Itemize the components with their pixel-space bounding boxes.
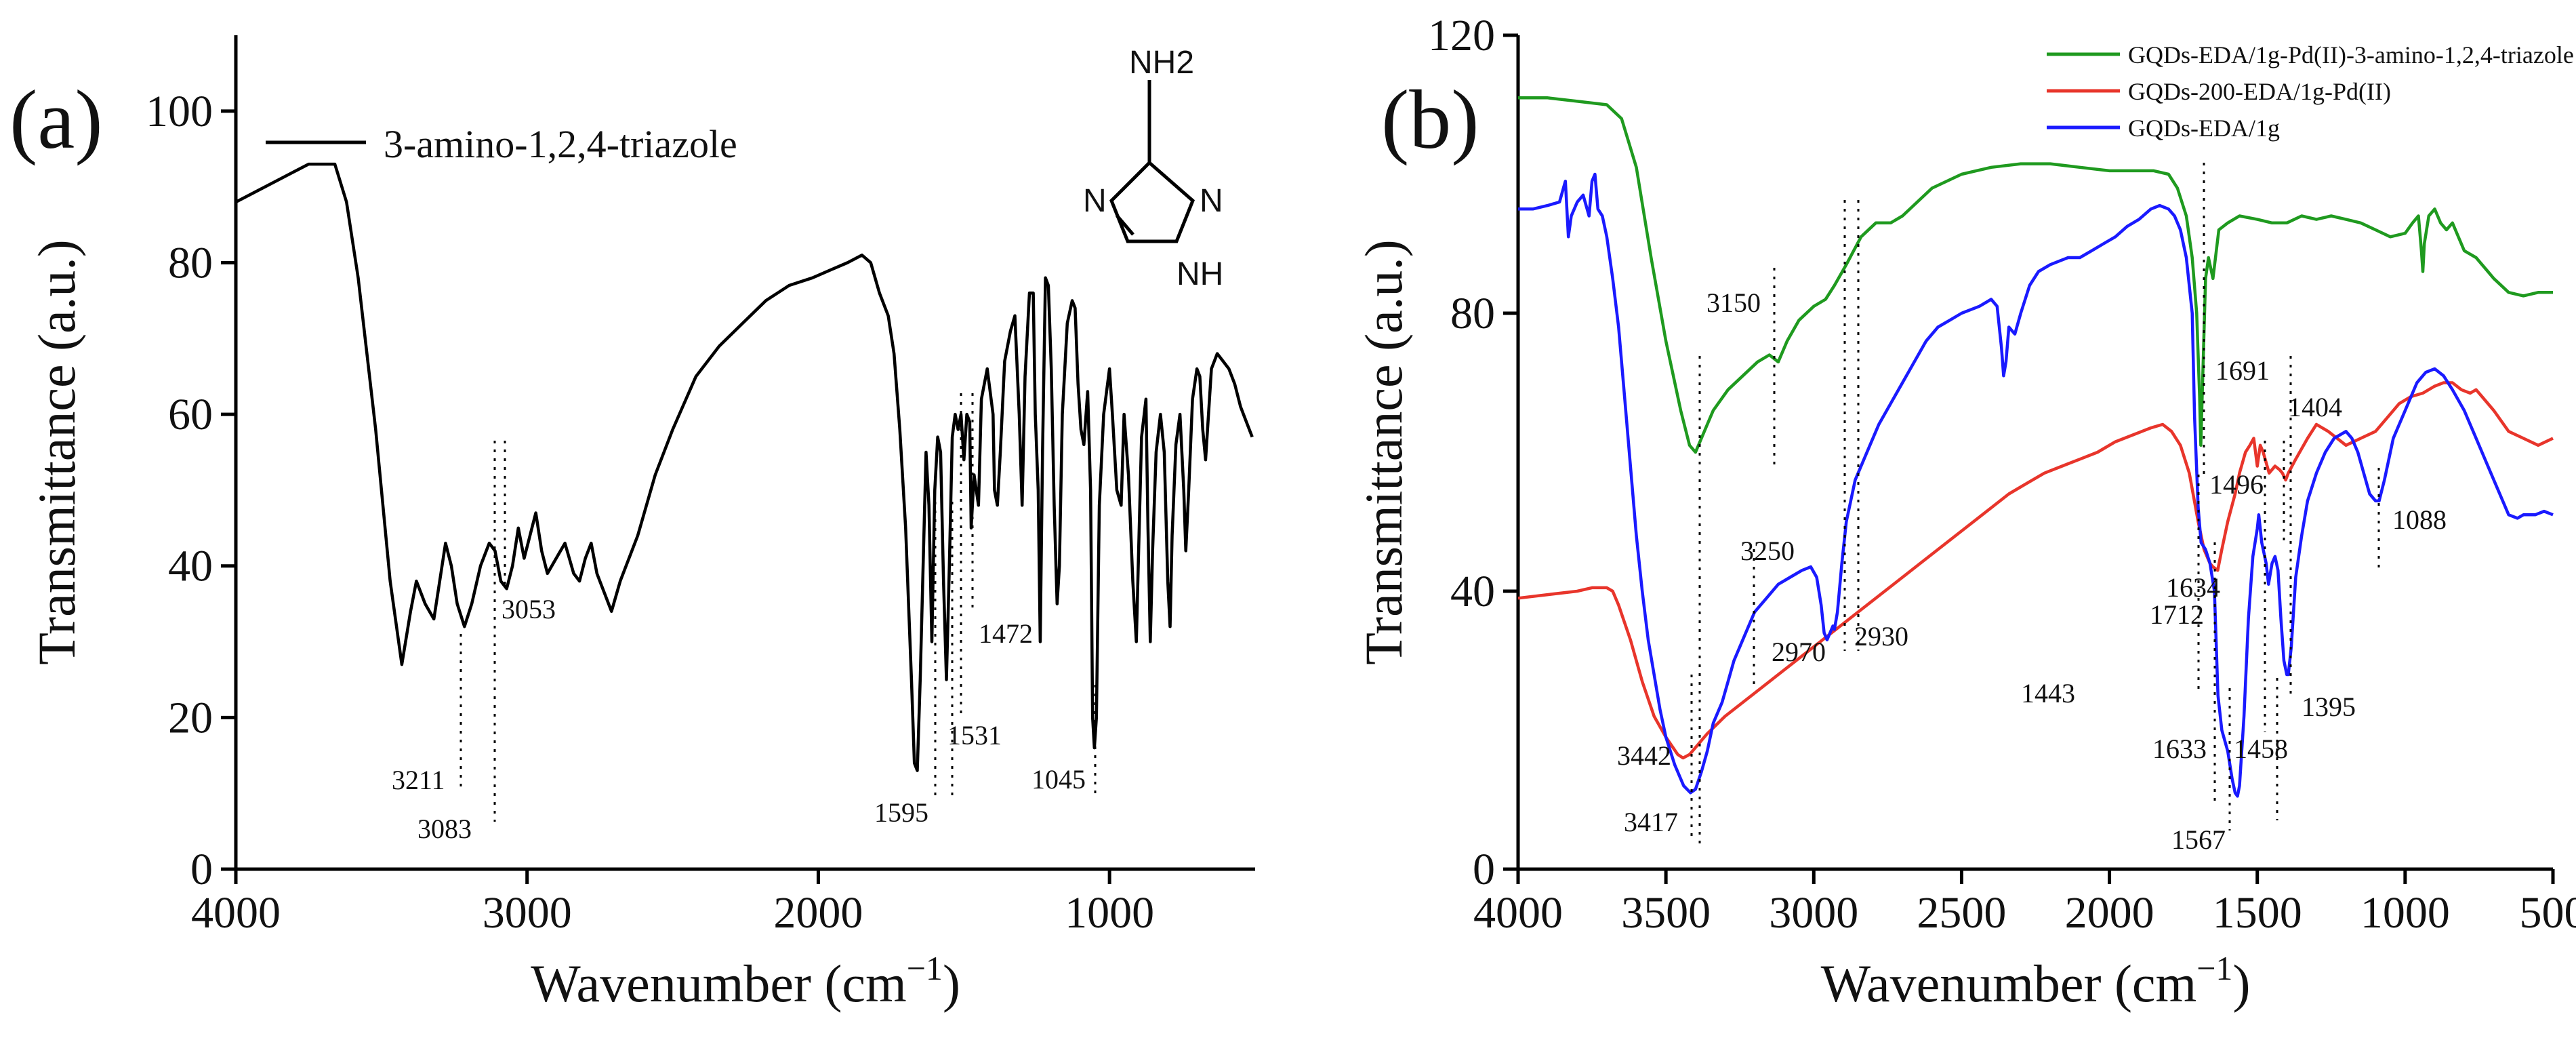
y-tick-label: 0	[190, 845, 213, 894]
legend-label: GQDs-200-EDA/1g-Pd(II)	[2128, 78, 2391, 105]
legend-label: GQDs-EDA/1g	[2128, 115, 2280, 142]
peak-label: 1691	[2215, 355, 2270, 386]
peak-label: 1443	[2021, 678, 2075, 708]
series-line-0	[1518, 96, 2553, 454]
peak-label: 1633	[2152, 734, 2207, 764]
peak-label: 3442	[1617, 740, 1671, 771]
x-tick-label: 1000	[2360, 888, 2450, 938]
peak-label: 3250	[1740, 536, 1795, 566]
peak-label: 1045	[1031, 764, 1086, 795]
y-axis-title: Transmittance (a.u.)	[1354, 239, 1413, 664]
x-axis-title-main: Wavenumber (cm	[531, 954, 907, 1013]
y-tick-label: 40	[168, 542, 213, 591]
double-bond	[1116, 214, 1134, 236]
x-axis-title-close: )	[2232, 954, 2250, 1013]
panel-b: 4000 3500 3000 2500 2000 1500 1000 500 0 40 80 120 W…	[1354, 11, 2576, 1013]
structure-label: N	[1083, 183, 1107, 219]
peak-label: 3083	[417, 814, 472, 844]
peak-label: 1404	[2288, 392, 2342, 422]
x-axis-title-superscript: −1	[2196, 949, 2232, 987]
series-line-0	[234, 162, 1254, 772]
y-tick-label: 0	[1473, 845, 1495, 894]
y-tick-label: 100	[146, 87, 213, 136]
peak-label: 1634	[2166, 572, 2220, 603]
y-tick-label: 120	[1428, 11, 1495, 60]
x-axis-title-close: )	[943, 954, 960, 1013]
x-tick-label: 2000	[2065, 888, 2154, 938]
x-axis-title-main: Wavenumber (cm	[1821, 954, 2197, 1013]
peak-label: 1531	[947, 720, 1002, 751]
peak-label: 3211	[392, 765, 445, 795]
peak-label: 1088	[2392, 504, 2447, 535]
x-axis-title: Wavenumber (cm−1)	[531, 949, 960, 1013]
legend: GQDs-EDA/1g-Pd(II)-3-amino-1,2,4-triazol…	[2047, 41, 2574, 142]
peak-label: 2930	[1854, 621, 1908, 652]
x-tick-label: 1000	[1065, 888, 1154, 938]
peak-label: 1712	[2150, 599, 2204, 630]
y-tick-label: 20	[168, 693, 213, 742]
panel-label-a: (a)	[9, 73, 103, 166]
peak-label: 3150	[1706, 287, 1761, 318]
panel-label-b: (b)	[1381, 73, 1479, 166]
triazole-ring	[1109, 160, 1195, 243]
peak-label: 3417	[1624, 807, 1678, 837]
series-line-2	[1518, 172, 2554, 798]
x-axis-title-superscript: −1	[907, 949, 943, 987]
peak-label: 1567	[2171, 824, 2226, 855]
x-axis-title: Wavenumber (cm−1)	[1821, 949, 2251, 1013]
triazole-structure: NH2 N N NH	[1083, 45, 1223, 292]
structure-label: NH2	[1129, 45, 1194, 81]
x-tick-label: 4000	[191, 888, 281, 938]
y-tick-label: 60	[168, 390, 213, 439]
peak-label: 2970	[1772, 637, 1826, 667]
legend-label: GQDs-EDA/1g-Pd(II)-3-amino-1,2,4-triazol…	[2128, 41, 2574, 68]
peak-label: 1458	[2234, 734, 2288, 764]
x-tick-label: 4000	[1473, 888, 1563, 938]
x-tick-label: 1500	[2213, 888, 2302, 938]
y-tick-label: 80	[1450, 289, 1495, 338]
x-tick-label: 3000	[483, 888, 572, 938]
peak-label: 1595	[874, 797, 928, 828]
legend-label: 3-amino-1,2,4-triazole	[384, 122, 737, 166]
y-axis-title: Transmittance (a.u.)	[27, 239, 86, 664]
peak-label: 1496	[2209, 469, 2264, 500]
panel-a: 4000 3000 2000 1000 0 20 40 60 80 100 Wavenumber (…	[9, 35, 1255, 1013]
peak-label: 1472	[979, 618, 1033, 649]
structure-label: N	[1200, 183, 1223, 219]
x-tick-label: 2500	[1917, 888, 2006, 938]
x-tick-label: 3500	[1621, 888, 1711, 938]
structure-label: NH	[1177, 256, 1223, 292]
x-tick-label: 2000	[773, 888, 863, 938]
peak-label: 1395	[2302, 692, 2356, 722]
y-tick-label: 40	[1450, 567, 1495, 616]
x-tick-label: 3000	[1769, 888, 1858, 938]
series-line-1	[1517, 381, 2554, 760]
y-tick-label: 80	[168, 238, 213, 287]
x-tick-label: 500	[2520, 888, 2576, 938]
peak-label: 3053	[502, 594, 556, 624]
